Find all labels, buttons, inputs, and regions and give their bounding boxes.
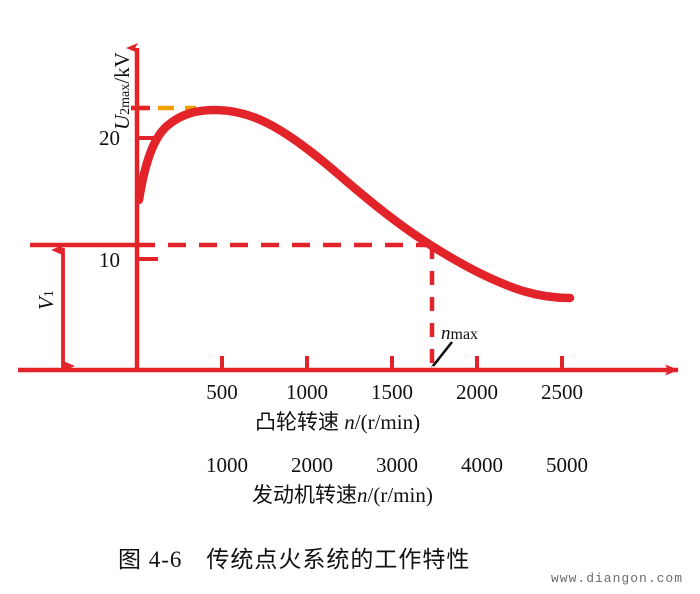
v1-subscript: 1 bbox=[42, 290, 57, 298]
y-axis-title: U2max/kV bbox=[110, 52, 134, 130]
x-tick-label-1500: 1500 bbox=[371, 380, 413, 404]
x-axis-secondary-caption-cn: 发动机转速 bbox=[252, 483, 357, 507]
x2-tick-label-2000: 2000 bbox=[291, 453, 333, 477]
ignition-voltage-curve bbox=[134, 105, 575, 303]
x-axis-primary-caption: 凸轮转速 n/(r/min) bbox=[255, 412, 420, 433]
y-tick-label-20: 20 bbox=[99, 126, 120, 150]
x-axis-secondary-caption-unit: /(r/min) bbox=[367, 483, 433, 507]
x-tick-label-500: 500 bbox=[206, 380, 238, 404]
nmax-subscript: max bbox=[450, 326, 479, 343]
x-axis-secondary-caption: 发动机转速n/(r/min) bbox=[252, 485, 433, 506]
figure-caption: 图 4-6 传统点火系统的工作特性 bbox=[118, 547, 471, 572]
x2-tick-label-3000: 3000 bbox=[376, 453, 418, 477]
x-axis-primary-caption-unit: /(r/min) bbox=[354, 410, 421, 434]
x2-tick-label-4000: 4000 bbox=[461, 453, 503, 477]
x-tick-label-2500: 2500 bbox=[541, 380, 583, 404]
x2-tick-label-1000: 1000 bbox=[206, 453, 248, 477]
x-axis-primary-caption-cn: 凸轮转速 bbox=[255, 410, 345, 434]
x-axis-secondary-caption-var: n bbox=[357, 483, 368, 507]
v1-symbol: V bbox=[34, 297, 58, 310]
nmax-symbol: n bbox=[441, 323, 451, 344]
x-tick-label-1000: 1000 bbox=[286, 380, 328, 404]
x-tick-label-2000: 2000 bbox=[456, 380, 498, 404]
nmax-annotation-label: nmax bbox=[441, 324, 478, 343]
y-axis-title-subscript: 2max bbox=[118, 83, 133, 115]
y-axis-title-unit: /kV bbox=[110, 52, 134, 84]
x-axis bbox=[18, 356, 679, 376]
v1-annotation-label: V1 bbox=[34, 290, 58, 310]
x-axis-primary-caption-var: n bbox=[344, 410, 355, 434]
y-axis bbox=[126, 43, 158, 370]
nmax-leader-arrowhead bbox=[430, 354, 443, 368]
watermark: www.diangon.com bbox=[551, 571, 684, 586]
x2-tick-label-5000: 5000 bbox=[546, 453, 588, 477]
y-tick-label-10: 10 bbox=[99, 248, 120, 272]
